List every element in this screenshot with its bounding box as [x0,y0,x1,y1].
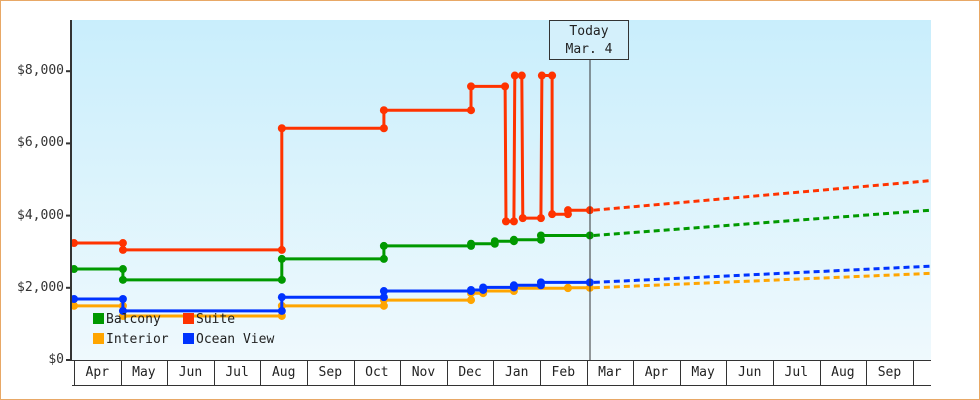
data-point[interactable] [277,293,286,302]
data-point[interactable] [517,71,526,80]
data-point[interactable] [118,294,127,303]
today-marker: Today Mar. 4 [549,20,629,60]
plot-area [72,20,931,360]
data-point[interactable] [509,235,518,244]
x-tick-label: Dec [458,365,482,380]
x-tick-label: Apr [644,365,669,380]
x-tick-label: May [132,365,156,380]
data-point[interactable] [467,296,476,305]
data-point[interactable] [548,210,557,219]
legend-label: Suite [196,312,236,327]
data-point[interactable] [277,245,286,254]
balcony-swatch-icon [93,313,104,324]
data-point[interactable] [479,283,488,292]
data-point[interactable] [277,124,286,133]
data-point[interactable] [379,287,388,296]
y-tick-label: $4,000 [17,207,64,223]
x-tick-label: May [691,365,715,380]
forecast-interior [593,271,932,290]
today-date: Mar. 4 [565,42,613,57]
x-tick-label: Feb [551,365,576,380]
y-tick-label: $2,000 [17,279,64,295]
data-point[interactable] [467,82,476,91]
y-tick-label: $6,000 [17,135,64,151]
x-axis [72,360,931,386]
x-tick-label: Nov [411,365,436,380]
legend-label: Ocean View [196,332,275,347]
x-tick-label: Jun [737,365,762,380]
data-point[interactable] [118,275,127,284]
y-ticks [66,70,71,361]
forecast-ocean-view [593,264,932,284]
data-point[interactable] [501,82,510,91]
data-point[interactable] [379,241,388,250]
x-tick-label: Jul [225,365,249,380]
legend-item-suite: Suite [183,312,235,327]
data-point[interactable] [277,254,286,263]
data-point[interactable] [548,71,557,80]
data-point[interactable] [118,239,127,248]
data-point[interactable] [379,254,388,263]
x-tick-label: Apr [85,365,110,380]
today-label: Today [569,24,609,39]
data-point[interactable] [537,71,546,80]
data-point[interactable] [379,106,388,115]
data-point[interactable] [510,71,519,80]
y-tick-label: $0 [48,352,64,367]
data-point[interactable] [277,306,286,315]
x-tick-label: Jun [178,365,203,380]
data-point[interactable] [379,301,388,310]
data-point[interactable] [467,106,476,115]
x-tick-label: Jan [504,365,529,380]
x-tick-label: Mar [598,365,622,380]
x-tick-label: Jul [784,365,809,380]
data-point[interactable] [536,278,545,287]
x-tick-label: Aug [831,365,855,380]
x-tick-label: Aug [271,365,296,380]
forecast-suite [593,179,932,212]
legend-item-ocean-view: Ocean View [183,332,274,347]
data-point[interactable] [118,265,127,274]
suite-swatch-icon [183,313,194,324]
forecast-balcony [593,208,932,237]
legend-item-interior: Interior [93,332,169,347]
interior-swatch-icon [93,333,104,344]
data-point[interactable] [467,285,476,294]
data-point[interactable] [379,124,388,133]
x-tick-label: Oct [365,365,389,380]
data-point[interactable] [536,214,545,223]
data-point[interactable] [509,217,518,226]
x-tick-label: Sep [318,365,343,380]
legend-label: Interior [106,332,169,347]
ocean-view-swatch-icon [183,333,194,344]
data-point[interactable] [536,231,545,240]
data-point[interactable] [518,214,527,223]
data-point[interactable] [501,217,510,226]
data-point[interactable] [509,281,518,290]
data-point[interactable] [490,237,499,246]
legend-item-balcony: Balcony [93,312,161,327]
data-point[interactable] [563,283,572,292]
y-tick-label: $8,000 [17,63,64,79]
data-point[interactable] [563,206,572,215]
legend-label: Balcony [106,312,161,327]
x-tick-label: Sep [877,365,902,380]
data-point[interactable] [277,275,286,284]
data-point[interactable] [118,306,127,315]
data-point[interactable] [118,245,127,254]
data-point[interactable] [379,293,388,302]
data-point[interactable] [467,239,476,248]
